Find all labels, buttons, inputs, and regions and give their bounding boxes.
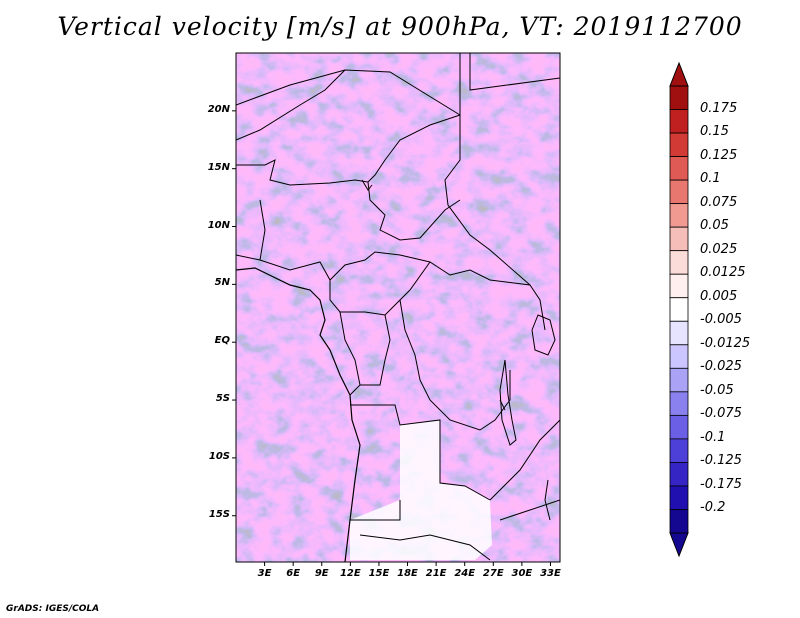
neutral-land-region <box>350 420 492 560</box>
colorbar-segment <box>669 250 689 275</box>
colorbar-bottom-triangle <box>669 532 689 558</box>
colorbar-segment <box>669 85 689 110</box>
colorbar-segment <box>669 438 689 463</box>
lat-label: 10S <box>208 450 230 462</box>
lat-label: 10N <box>207 219 230 231</box>
colorbar-label: 0.05 <box>700 218 729 234</box>
lon-label: 30E <box>511 568 533 579</box>
colorbar-label: -0.175 <box>700 476 742 492</box>
lat-label: 5N <box>214 277 230 289</box>
colorbar-label: -0.125 <box>700 453 742 469</box>
lon-label: 12E <box>339 568 361 579</box>
lon-label: 33E <box>540 568 561 579</box>
lat-label: EQ <box>214 335 230 347</box>
velocity-field <box>236 53 560 562</box>
colorbar-label: -0.005 <box>700 312 742 328</box>
colorbar-segment <box>669 226 689 252</box>
lat-label: 15N <box>207 161 230 173</box>
colorbar-top-triangle <box>669 61 689 87</box>
coastline <box>236 267 361 562</box>
colorbar-label: 0.005 <box>700 288 738 304</box>
colorbar-segment <box>669 462 689 487</box>
colorbar-segment <box>669 109 689 134</box>
colorbar-label: 0.175 <box>700 100 738 116</box>
colorbar-segment <box>669 203 689 228</box>
colorbar-label: -0.075 <box>700 406 742 422</box>
colorbar-segment <box>669 391 689 416</box>
colorbar-label: -0.0125 <box>700 335 751 351</box>
colorbar-segment <box>669 509 689 534</box>
lon-label: 27E <box>482 568 504 579</box>
lat-label: 5S <box>215 393 230 405</box>
lat-label: 20N <box>207 103 230 115</box>
colorbar-label: 0.15 <box>700 124 729 140</box>
chart-title: Vertical velocity [m/s] at 900hPa, VT: 2… <box>57 12 743 41</box>
axis-ticks <box>232 110 551 566</box>
colorbar-label: 0.1 <box>700 171 721 187</box>
map-frame <box>235 52 561 563</box>
colorbar-segment <box>669 273 689 299</box>
colorbar-label: 0.025 <box>700 241 738 257</box>
footer-credit: GrADS: IGES/COLA <box>6 604 100 614</box>
lat-label: 15S <box>208 508 230 520</box>
lon-label: 21E <box>425 568 447 579</box>
colorbar-label: 0.125 <box>700 147 738 163</box>
colorbar-segment <box>669 344 689 369</box>
colorbar-segment <box>669 320 689 346</box>
lon-label: 3E <box>257 568 272 579</box>
colorbar-segment <box>669 297 689 322</box>
lon-label: 18E <box>397 568 418 579</box>
colorbar-segment <box>669 485 689 510</box>
colorbar-label: -0.05 <box>700 382 734 398</box>
lakes <box>361 179 556 521</box>
colorbar-label: 0.075 <box>700 194 738 210</box>
lon-label: 9E <box>314 568 329 579</box>
colorbar-label: -0.1 <box>700 429 726 445</box>
lon-label: 6E <box>286 568 301 579</box>
country-borders <box>236 53 560 561</box>
lon-label: 24E <box>454 568 476 579</box>
colorbar-label: 0.0125 <box>700 265 746 281</box>
lon-label: 15E <box>368 568 390 579</box>
colorbar-label: -0.2 <box>700 500 726 516</box>
colorbar-label: -0.025 <box>700 359 742 375</box>
colorbar-segment <box>669 414 689 440</box>
colorbar-segment <box>669 132 689 157</box>
colorbar-segment <box>669 367 689 393</box>
colorbar-segment <box>669 179 689 205</box>
colorbar-segment <box>669 156 689 181</box>
